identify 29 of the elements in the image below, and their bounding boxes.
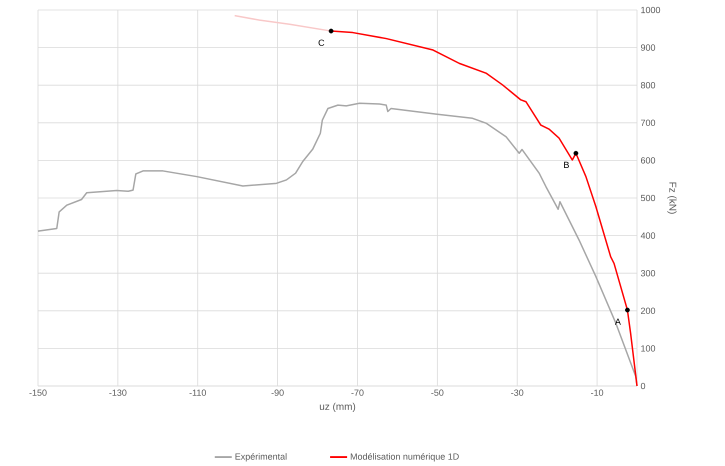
y-tick-label: 300 <box>640 270 656 276</box>
y-axis-title: Fz (kN) <box>667 182 677 214</box>
y-tick-label: 1000 <box>641 6 660 14</box>
x-tick-label: -130 <box>109 390 126 396</box>
x-tick-label: -70 <box>351 390 364 396</box>
x-tick-label: -50 <box>431 390 444 396</box>
y-tick-label: 400 <box>640 232 656 239</box>
y-tick-label: 0 <box>640 382 646 390</box>
x-tick-label: -90 <box>272 390 284 396</box>
y-tick-label: 100 <box>641 345 656 352</box>
y-tick-label: 800 <box>640 82 656 88</box>
y-tick-label: 200 <box>640 308 656 314</box>
point <box>328 28 334 34</box>
x-tick-label: -150 <box>29 390 47 396</box>
y-tick-label: 700 <box>640 120 656 126</box>
point <box>625 308 630 312</box>
annotation: B <box>564 162 569 168</box>
x-tick-label: -110 <box>190 390 206 396</box>
x-tick-label: -30 <box>511 390 524 396</box>
x-tick-label: -10 <box>591 390 604 396</box>
y-tick-label: 600 <box>640 157 656 164</box>
x-axis-title: uz (mm) <box>320 402 356 412</box>
annotation: C <box>318 40 324 46</box>
legend-label: Expérimental <box>236 453 286 462</box>
point <box>574 150 578 156</box>
legend-label: Modélisation numérique 1D <box>350 453 459 462</box>
annotation: A <box>614 318 621 325</box>
y-tick-label: 900 <box>640 44 656 51</box>
y-tick-label: 500 <box>640 194 656 202</box>
